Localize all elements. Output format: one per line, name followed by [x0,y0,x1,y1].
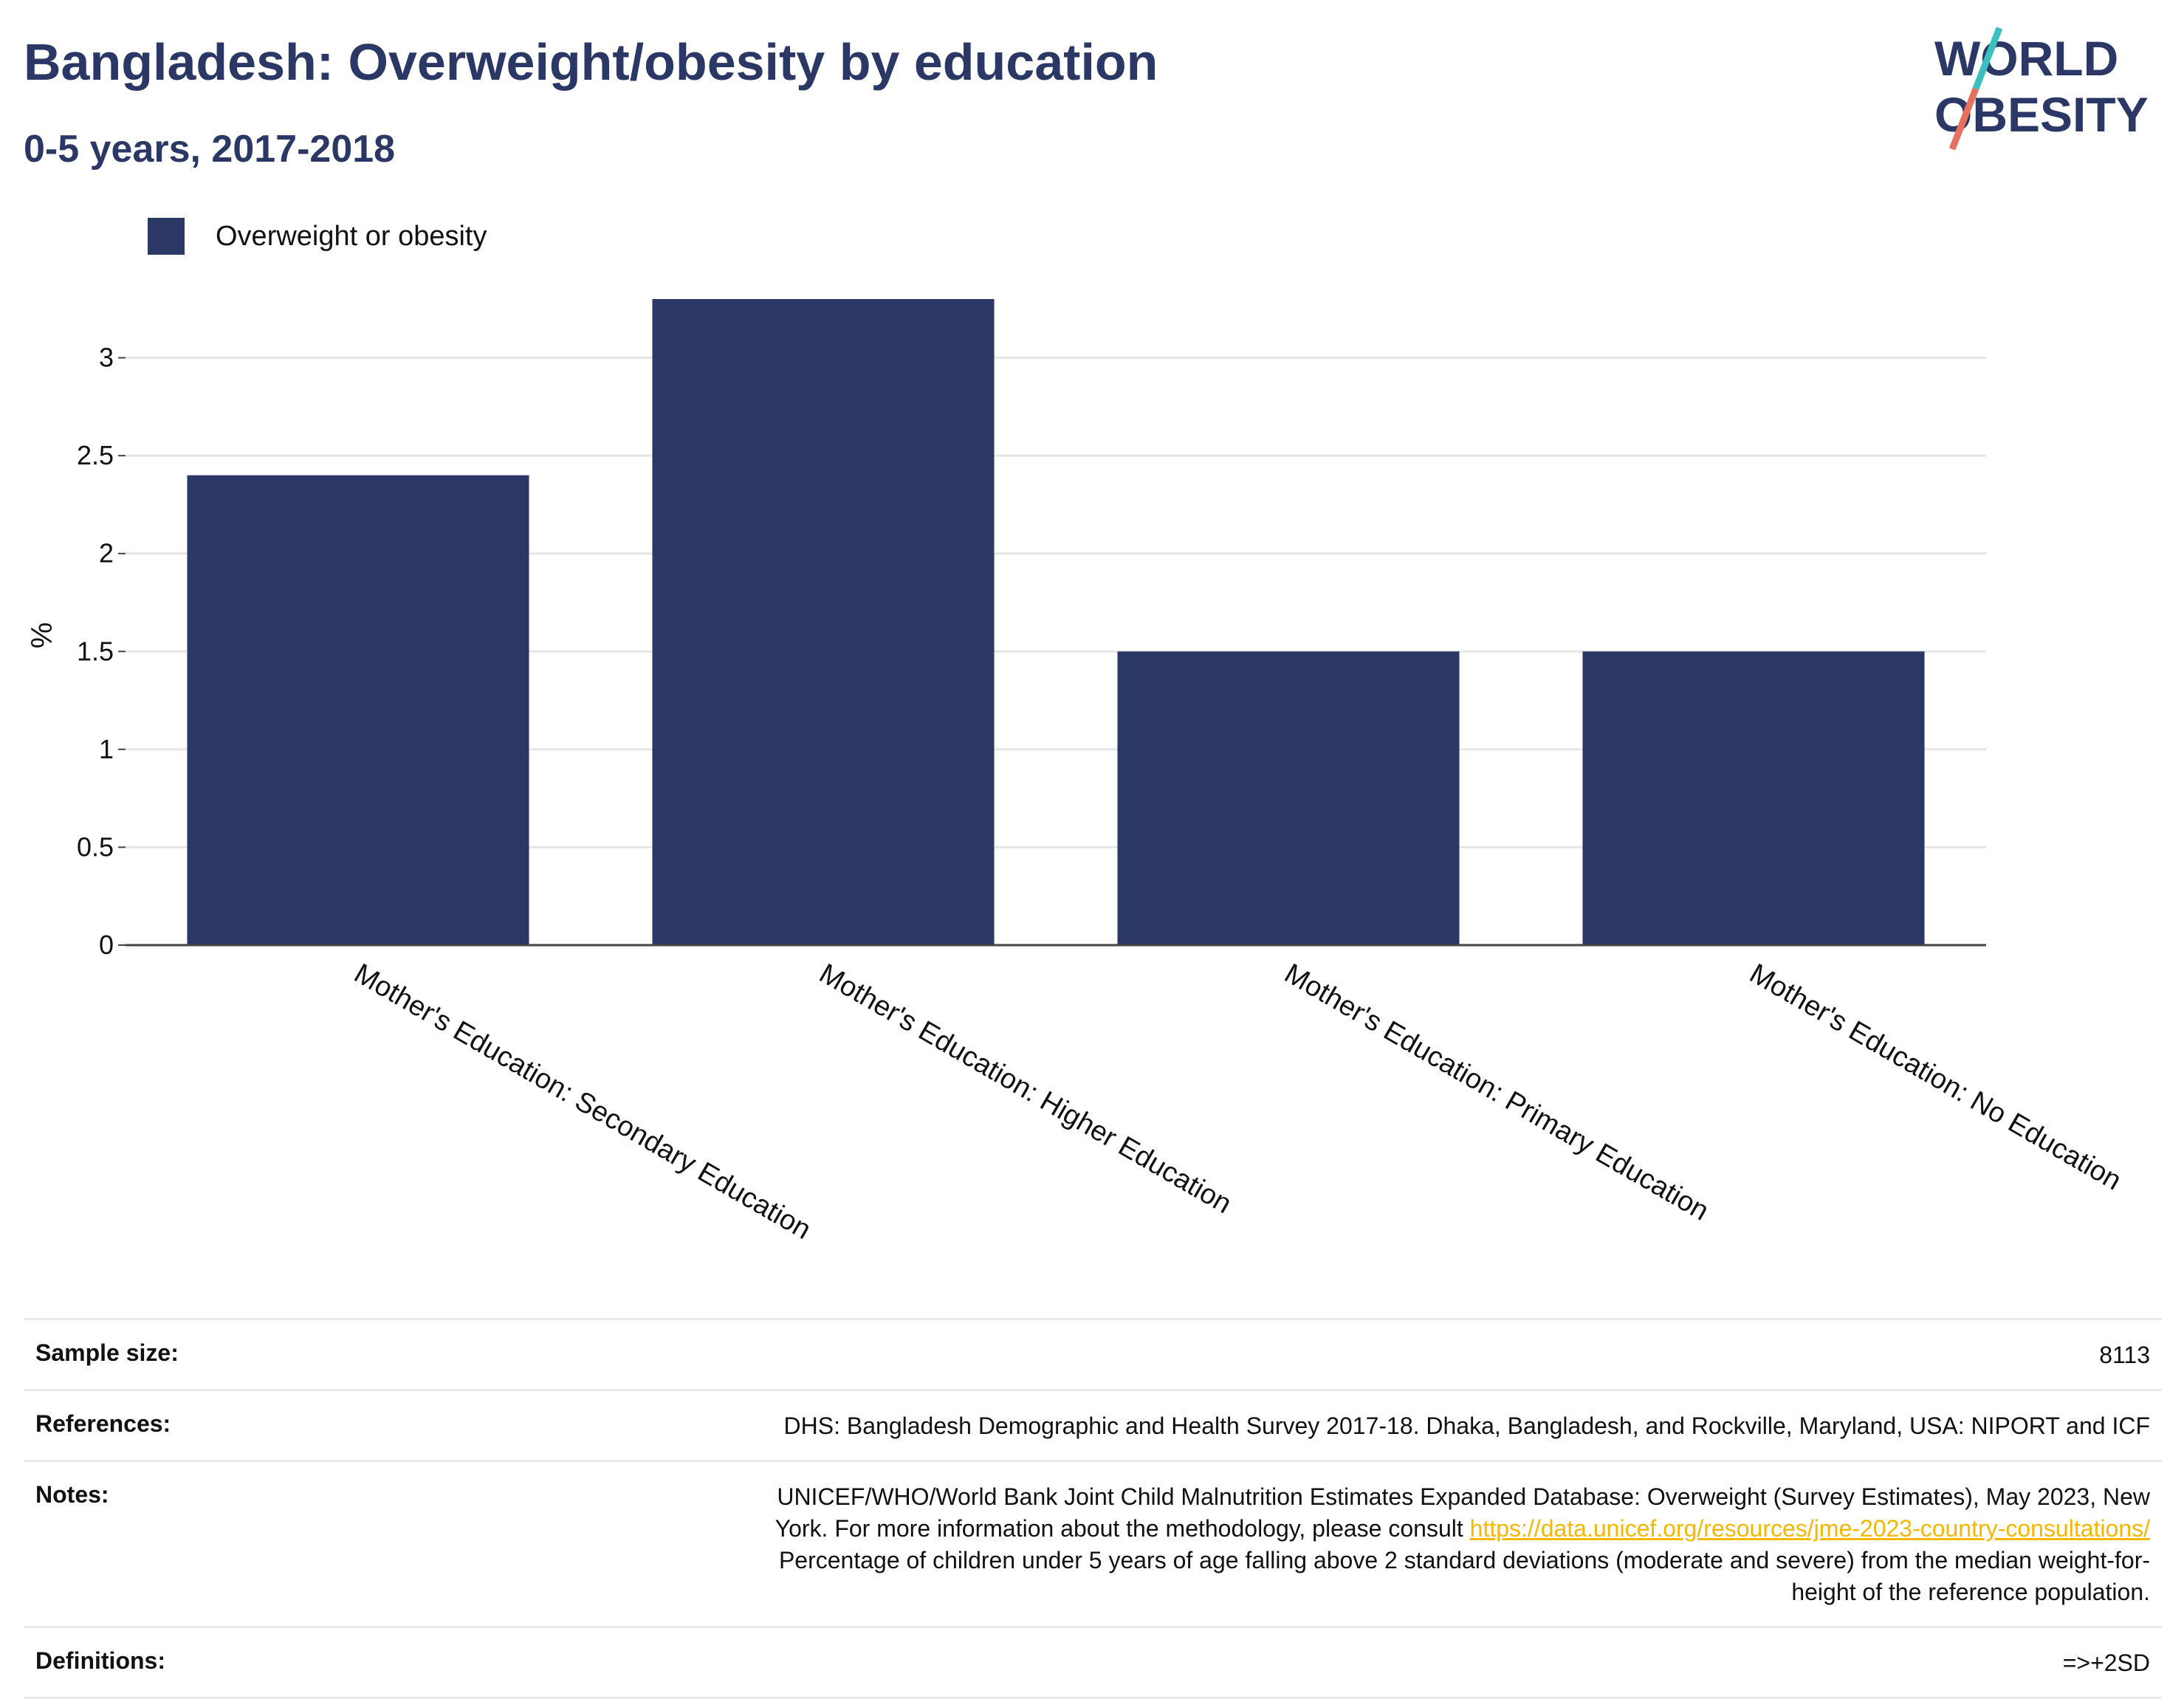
y-axis-label: % [26,622,58,649]
chart-subtitle: 0-5 years, 2017-2018 [24,128,396,171]
y-tick-label: 0 [99,930,114,960]
logo-line1: WORLD [1934,31,2118,86]
y-tick-label: 1.5 [77,636,114,666]
metadata-table: Sample size: 8113 References: DHS: Bangl… [24,1318,2162,1699]
bar [187,475,529,945]
definitions-value: =>+2SD [2062,1650,2150,1676]
definitions-row: Definitions: =>+2SD [24,1626,2162,1699]
references-row: References: DHS: Bangladesh Demographic … [24,1389,2162,1460]
logo-slash-bottom [1948,87,1979,151]
y-tick-label: 2 [99,538,114,569]
x-tick-label: Mother's Education: No Education [1745,958,2127,1196]
y-tick-label: 1 [99,734,114,764]
y-tick-label: 3 [99,343,114,373]
legend-label: Overweight or obesity [216,220,487,252]
world-obesity-logo: WORLD OBESITY [1934,27,2149,151]
legend-swatch [148,218,185,255]
bar-chart: 0 0.5 1 1.5 2 2.5 3% Mother's Education: Second… [26,299,2127,1246]
x-tick-label: Mother's Education: Secondary Education [349,958,817,1246]
bar [1582,651,1925,945]
references-label: References: [35,1410,171,1437]
y-tick-label: 2.5 [77,440,114,470]
sample-size-label: Sample size: [35,1339,179,1366]
notes-label: Notes: [35,1481,109,1508]
notes-row: Notes: UNICEF/WHO/World Bank Joint Child… [24,1460,2162,1626]
notes-line4: height of the reference population. [1791,1579,2150,1605]
bar [1117,651,1460,945]
references-value: DHS: Bangladesh Demographic and Health S… [783,1413,2150,1439]
legend: Overweight or obesity [148,218,487,255]
sample-size-value: 8113 [2099,1342,2150,1368]
definitions-label: Definitions: [35,1647,165,1674]
y-tick-label: 0.5 [77,831,114,862]
notes-line1: UNICEF/WHO/World Bank Joint Child Malnut… [777,1483,2150,1510]
bar [652,299,995,945]
logo-slash-top [1972,27,2003,90]
notes-value: UNICEF/WHO/World Bank Joint Child Malnut… [775,1481,2150,1608]
notes-line2-prefix: York. For more information about the met… [775,1515,1470,1542]
x-tick-label: Mother's Education: Higher Education [814,958,1237,1220]
chart-title: Bangladesh: Overweight/obesity by educat… [24,33,1158,91]
methodology-link[interactable]: https://data.unicef.org/resources/jme-20… [1469,1515,2150,1542]
sample-size-row: Sample size: 8113 [24,1318,2162,1389]
x-tick-label: Mother's Education: Primary Education [1280,958,1714,1226]
notes-line3: Percentage of children under 5 years of … [778,1547,2150,1573]
